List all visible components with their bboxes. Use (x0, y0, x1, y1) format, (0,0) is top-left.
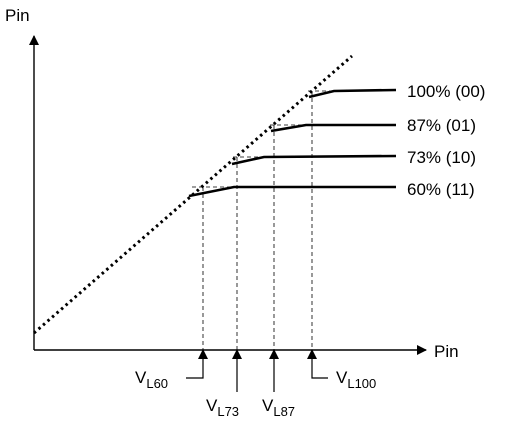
curve-73 (231, 154, 397, 166)
threshold-label-vl100: VL100 (336, 368, 376, 391)
level-label-100: 100% (00) (407, 82, 485, 101)
level-label-87: 87% (01) (407, 116, 476, 135)
y-axis-label: Pin (5, 6, 30, 25)
level-label-73: 73% (10) (407, 148, 476, 167)
curve-87 (270, 123, 396, 133)
callout-vl60 (186, 349, 208, 379)
threshold-label-vl60: VL60 (135, 368, 168, 391)
x-axis-label: Pin (434, 342, 459, 361)
threshold-label-vl87: VL87 (262, 396, 295, 419)
threshold-label-vl73: VL73 (206, 396, 239, 419)
curve-100 (308, 88, 397, 99)
level-label-60: 60% (11) (407, 180, 475, 199)
callout-vl100 (307, 349, 328, 379)
curve-60 (188, 185, 396, 198)
